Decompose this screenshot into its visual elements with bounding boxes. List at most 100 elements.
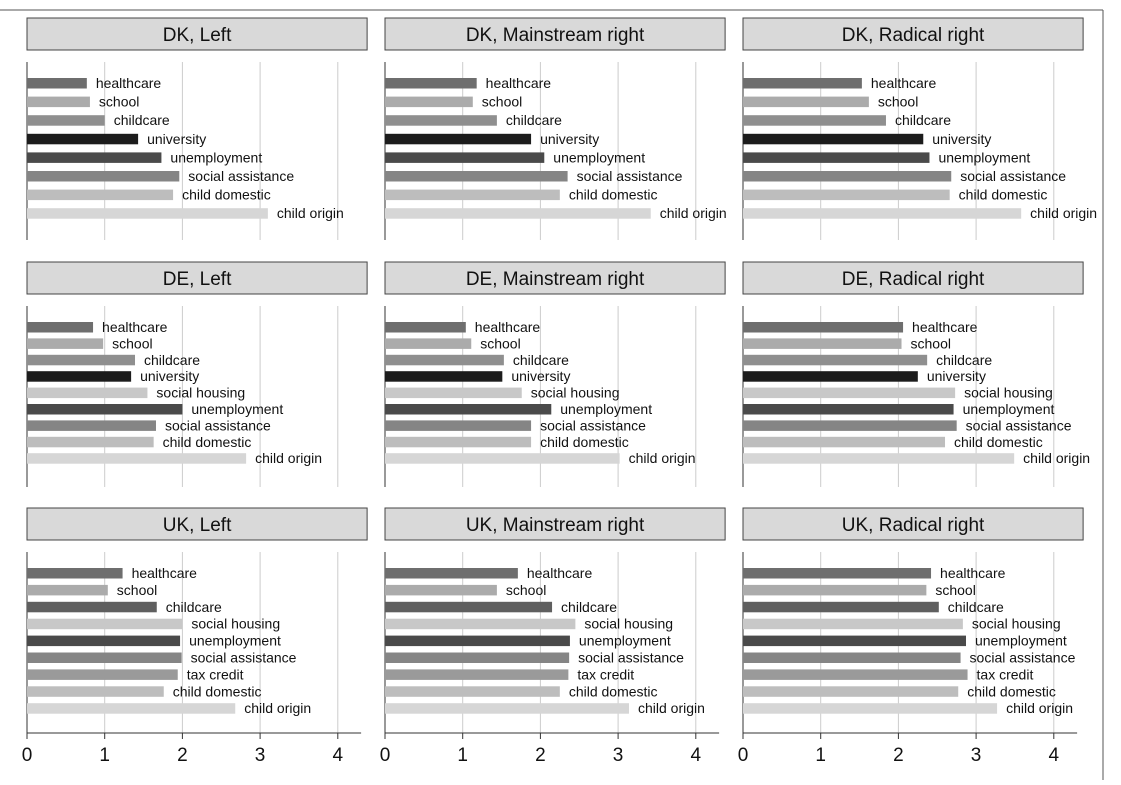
- bar: [27, 404, 183, 415]
- bar-label: childcare: [144, 352, 200, 368]
- bar: [743, 618, 963, 630]
- bar-label: social assistance: [960, 168, 1066, 184]
- bar: [385, 601, 553, 613]
- bar-label: child domestic: [182, 187, 271, 203]
- bar-label: child domestic: [954, 434, 1043, 450]
- bar-label: university: [540, 131, 599, 147]
- panel-title: DE, Mainstream right: [466, 269, 645, 290]
- panel-header: [26, 261, 368, 295]
- bar: [385, 420, 532, 431]
- bar-label: school: [112, 335, 152, 351]
- bar-label: tax credit: [187, 666, 244, 682]
- panel-header: [384, 261, 726, 295]
- bar-label: tax credit: [577, 666, 634, 682]
- bar: [385, 652, 570, 663]
- bar: [743, 584, 927, 596]
- bar-label: school: [99, 94, 139, 110]
- bar: [385, 686, 560, 697]
- bar: [743, 436, 946, 448]
- x-tick-label: 4: [1049, 745, 1060, 766]
- x-tick-label: 3: [971, 745, 982, 766]
- panel-title: DK, Radical right: [842, 25, 985, 46]
- bar-label: unemployment: [189, 633, 281, 649]
- bar-label: school: [878, 94, 918, 110]
- bar-label: social housing: [964, 385, 1053, 401]
- bar: [27, 208, 268, 219]
- x-tick-label: 0: [738, 745, 749, 766]
- bar-label: university: [140, 368, 199, 384]
- panel-title: UK, Mainstream right: [466, 515, 645, 536]
- bar: [385, 568, 518, 579]
- bar-label: social assistance: [188, 168, 294, 184]
- bar: [743, 338, 902, 349]
- x-tick-label: 3: [613, 745, 624, 766]
- x-tick-label: 4: [691, 745, 702, 766]
- bar: [385, 115, 497, 126]
- bar-label: healthcare: [96, 75, 162, 91]
- bar-label: social housing: [156, 385, 245, 401]
- bar-label: childcare: [936, 352, 992, 368]
- bar: [385, 387, 522, 399]
- bar: [27, 618, 183, 630]
- bar-label: university: [927, 368, 986, 384]
- bar-label: healthcare: [912, 319, 978, 335]
- bar-label: child origin: [629, 450, 696, 466]
- bar-label: child origin: [277, 205, 344, 221]
- bar-label: childcare: [895, 112, 951, 128]
- bar-label: childcare: [166, 599, 222, 615]
- bar: [27, 338, 104, 349]
- bar: [385, 189, 560, 201]
- bar-label: child origin: [1023, 450, 1090, 466]
- bar: [27, 453, 247, 464]
- bar: [743, 371, 918, 382]
- bar: [27, 635, 181, 647]
- panel-title: UK, Radical right: [842, 515, 985, 536]
- bar: [743, 601, 939, 613]
- x-tick-label: 1: [99, 745, 110, 766]
- bar-label: child origin: [244, 700, 311, 716]
- bar: [743, 404, 954, 415]
- bar: [27, 171, 180, 182]
- bar: [27, 436, 154, 448]
- bar: [743, 669, 968, 680]
- bar-label: healthcare: [132, 565, 198, 581]
- bar-label: unemployment: [938, 149, 1030, 165]
- bar: [385, 78, 477, 89]
- bar: [743, 387, 956, 399]
- bar-label: social housing: [972, 616, 1061, 632]
- bar: [27, 189, 174, 201]
- bar-label: child origin: [660, 205, 727, 221]
- bar: [743, 115, 886, 126]
- bar: [743, 686, 959, 697]
- bar: [27, 354, 136, 366]
- bar-label: school: [935, 582, 975, 598]
- x-tick-label: 0: [22, 745, 33, 766]
- bar: [27, 420, 156, 431]
- panel-header: [26, 507, 368, 541]
- bar: [743, 152, 930, 163]
- bar: [385, 338, 472, 349]
- x-tick-label: 0: [380, 745, 391, 766]
- bar-label: social assistance: [578, 650, 684, 666]
- bar-label: healthcare: [527, 565, 593, 581]
- panel-header: [26, 17, 368, 51]
- bar-label: unemployment: [560, 401, 652, 417]
- bar: [743, 189, 950, 201]
- bar-label: child domestic: [163, 434, 252, 450]
- bar: [385, 618, 576, 630]
- panel-header: [742, 507, 1084, 541]
- bar: [743, 322, 904, 333]
- bar: [743, 635, 966, 647]
- bar: [27, 115, 105, 126]
- bar-label: child origin: [255, 450, 322, 466]
- bar: [743, 354, 928, 366]
- bar: [385, 322, 466, 333]
- panel-title: DK, Left: [163, 25, 232, 46]
- bar-label: university: [511, 368, 570, 384]
- bar: [385, 371, 503, 382]
- bar-label: unemployment: [191, 401, 283, 417]
- bar: [743, 703, 998, 714]
- bar: [27, 584, 108, 596]
- bar: [743, 652, 961, 663]
